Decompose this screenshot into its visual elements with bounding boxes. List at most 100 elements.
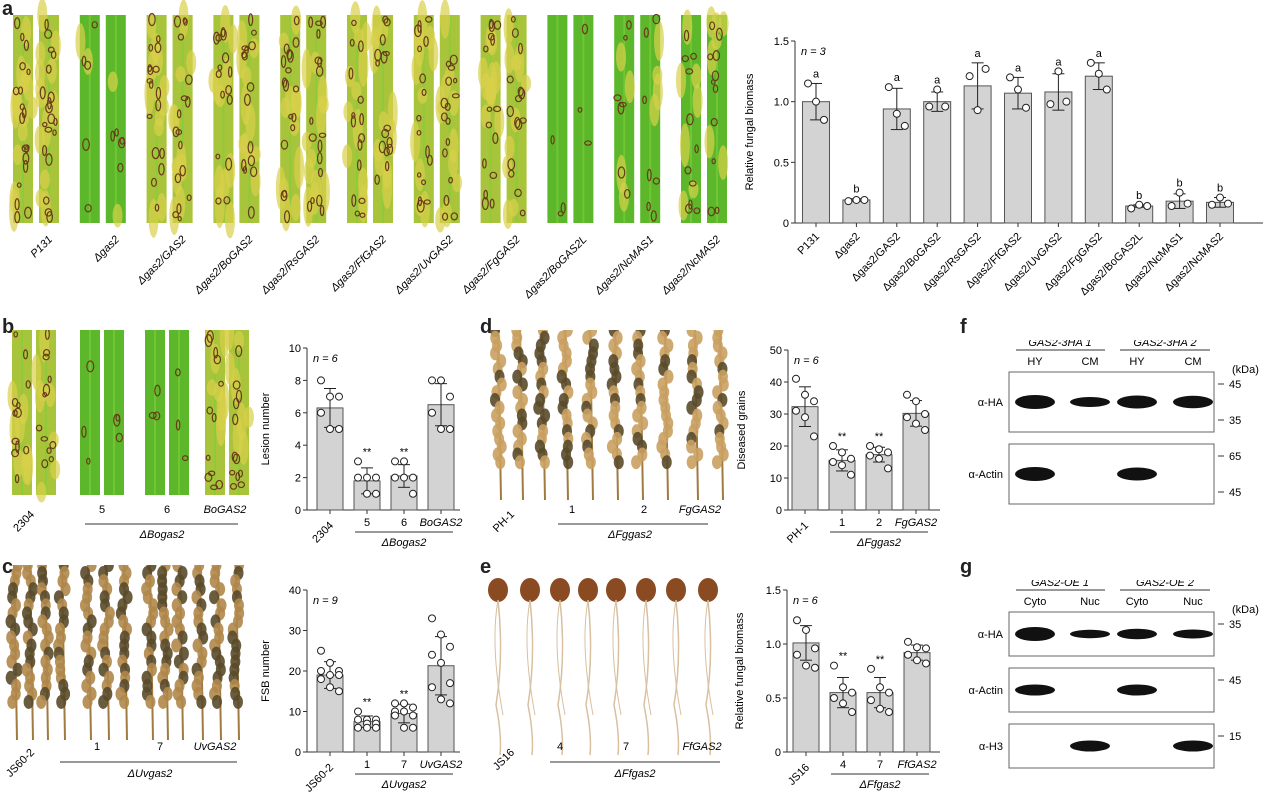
lesion: [317, 167, 324, 178]
spikelet: [211, 694, 222, 709]
lesion: [22, 152, 30, 165]
data-point: [372, 723, 380, 732]
lesion: [158, 162, 165, 176]
lesion: [318, 132, 327, 139]
root: [673, 599, 680, 756]
leaf: [704, 6, 729, 223]
n-annotation: n = 6: [313, 353, 339, 365]
data-point: [802, 625, 810, 634]
lesion: [35, 424, 43, 432]
leaf-photo-panel-b: 2304 5 6 BoGAS2 ΔBogas2: [7, 330, 254, 541]
lesion: [441, 212, 449, 221]
root: [557, 599, 564, 756]
chlorosis: [486, 77, 497, 108]
data-point: [965, 72, 974, 81]
data-point: [391, 457, 399, 466]
lesion: [43, 348, 51, 357]
y-tick-label: 40: [770, 377, 782, 389]
bar-chart-c: 0 10 20 30 40 FSB number n = 9 JS60-2 ** 1 ** 7 UvGA…: [260, 585, 462, 795]
lesion: [215, 70, 222, 79]
lesion: [709, 21, 716, 31]
significance-label: **: [839, 651, 848, 663]
data-point: [335, 671, 343, 680]
antibody-label: α-HA: [978, 629, 1004, 641]
x-tick-label: JS16: [786, 762, 812, 788]
spikelet: [177, 630, 188, 645]
lesion: [42, 383, 51, 397]
significance-label: b: [1136, 190, 1142, 202]
leaf: [75, 15, 100, 223]
group-label: ΔFfgas2: [858, 779, 900, 791]
chlorosis: [691, 63, 702, 89]
chlorosis: [228, 24, 239, 54]
leaf-midrib: [178, 330, 180, 495]
data-point: [317, 646, 325, 655]
chlorosis: [504, 135, 515, 160]
lesion: [251, 29, 257, 36]
leaf: [478, 15, 505, 223]
chlorosis: [224, 352, 235, 386]
blot-band: [1015, 467, 1055, 481]
lesion: [617, 101, 625, 115]
lesion: [292, 37, 300, 48]
chlorosis: [444, 67, 455, 85]
data-point: [363, 473, 371, 482]
chlorosis: [290, 193, 301, 222]
lesion: [280, 55, 287, 68]
bar: [865, 454, 893, 511]
chlorosis: [652, 73, 663, 111]
lesion: [357, 95, 364, 104]
chlorosis: [159, 75, 170, 99]
lesion: [14, 211, 21, 224]
lesion: [694, 144, 699, 154]
leaf: [502, 8, 532, 229]
data-point: [838, 461, 846, 470]
chlorosis: [206, 379, 217, 396]
lesion: [383, 124, 392, 132]
blot-band: [1015, 627, 1055, 641]
lesion: [39, 86, 46, 100]
data-point: [922, 659, 930, 668]
lesion: [91, 21, 98, 29]
leaf-midrib: [649, 15, 652, 223]
data-point: [428, 376, 436, 385]
y-tick-label: 10: [289, 707, 301, 719]
leaf: [204, 330, 230, 495]
lesion: [153, 411, 161, 421]
lesion: [292, 85, 300, 93]
lesion: [485, 121, 493, 129]
lesion: [490, 35, 495, 46]
lesion: [486, 106, 493, 112]
lesion: [53, 117, 58, 127]
root: [527, 599, 534, 756]
data-point: [912, 419, 920, 428]
lesion: [492, 105, 502, 113]
chlorosis: [175, 66, 186, 83]
marker-label: 45: [1229, 487, 1241, 499]
data-point: [1102, 85, 1111, 94]
lesion: [42, 392, 48, 398]
lesion: [507, 158, 516, 171]
lesion: [416, 114, 422, 122]
lesion: [14, 198, 20, 211]
lesion: [514, 116, 521, 129]
lesion: [423, 199, 431, 205]
leaf-midrib: [623, 15, 626, 223]
lesion: [52, 129, 57, 136]
lesion: [517, 42, 523, 55]
lesion: [223, 196, 231, 205]
lesion: [693, 207, 701, 215]
data-point: [839, 699, 847, 708]
photo-line-label: BoGAS2: [204, 504, 247, 516]
data-point: [860, 195, 869, 204]
chlorosis: [35, 189, 46, 208]
y-axis-label: Relative fungal biomass: [735, 612, 746, 729]
lesion: [23, 39, 30, 52]
lesion: [314, 56, 323, 65]
seedling: [550, 578, 570, 756]
lesion: [449, 54, 458, 65]
spikelet: [539, 455, 550, 470]
photo-line-label: 1: [94, 741, 100, 753]
lesion: [86, 360, 95, 373]
data-point: [838, 448, 846, 457]
